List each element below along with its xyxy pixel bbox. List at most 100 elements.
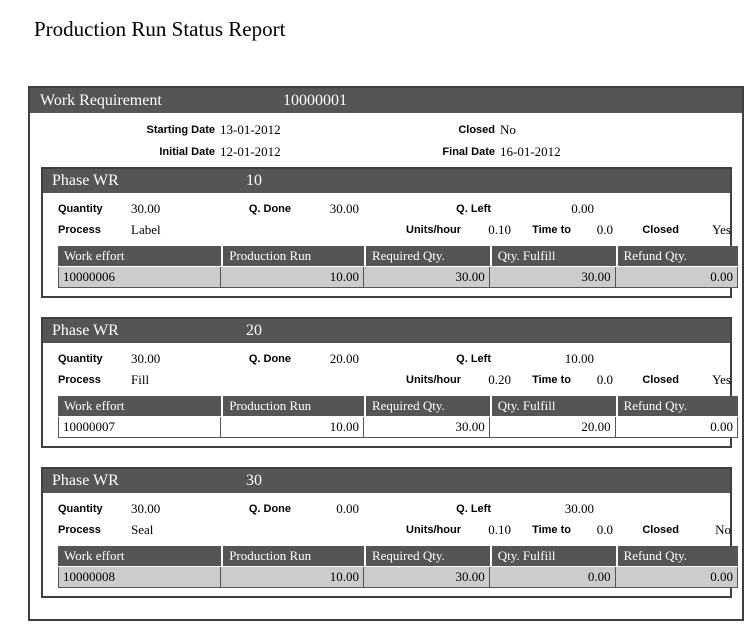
q-done-value: 20.00 xyxy=(329,351,359,366)
phase-header-label: Phase WR xyxy=(52,472,119,489)
column-header-production-run: Production Run xyxy=(221,246,364,267)
cell-qty-fulfill: 0.00 xyxy=(489,567,616,588)
table-row: 10000006 10.00 30.00 30.00 0.00 xyxy=(58,267,738,288)
process-label: Process xyxy=(58,224,101,236)
time-to-value: 0.0 xyxy=(596,222,613,237)
page-title: Production Run Status Report xyxy=(34,17,286,41)
units-hour-value: 0.20 xyxy=(488,372,511,387)
phase-quantity-row: Quantity 30.00 Q. Done 20.00 Q. Left 10.… xyxy=(43,349,730,370)
final-date-value: 16-01-2012 xyxy=(500,144,561,159)
table-row: 10000008 10.00 30.00 0.00 0.00 xyxy=(58,567,738,588)
work-requirement-label: Work Requirement xyxy=(40,92,162,109)
cell-refund-qty: 0.00 xyxy=(615,267,738,288)
phase-header-bar: Phase WR 20 xyxy=(43,319,730,343)
phase-section-10: Phase WR 10 Quantity 30.00 Q. Done 30.00… xyxy=(41,167,738,298)
phase-closed-value: Yes xyxy=(712,372,731,387)
quantity-label: Quantity xyxy=(58,353,103,365)
cell-refund-qty: 0.00 xyxy=(615,417,738,438)
column-header-production-run: Production Run xyxy=(221,396,364,417)
cell-production-run: 10.00 xyxy=(221,417,364,438)
table-row: 10000007 10.00 30.00 20.00 0.00 xyxy=(58,417,738,438)
q-done-label: Q. Done xyxy=(248,353,291,365)
time-to-label: Time to xyxy=(532,374,571,386)
q-done-value: 30.00 xyxy=(329,201,359,216)
cell-work-effort: 10000007 xyxy=(58,417,222,438)
process-value: Label xyxy=(131,222,161,237)
table-header-row: Work effort Production Run Required Qty.… xyxy=(58,396,738,417)
phase-number: 10 xyxy=(246,172,262,189)
time-to-value: 0.0 xyxy=(596,372,613,387)
column-header-qty-fulfill: Qty. Fulfill xyxy=(489,396,616,417)
q-left-value: 0.00 xyxy=(571,201,594,216)
work-requirement-bar: Work Requirement 10000001 xyxy=(30,88,742,113)
column-header-qty-fulfill: Qty. Fulfill xyxy=(489,546,616,567)
cell-production-run: 10.00 xyxy=(221,267,364,288)
time-to-value: 0.0 xyxy=(596,522,613,537)
quantity-label: Quantity xyxy=(58,503,103,515)
phase-header-label: Phase WR xyxy=(52,322,119,339)
final-date-label: Final Date xyxy=(442,146,495,158)
q-left-label: Q. Left xyxy=(456,503,491,515)
phase-header-label: Phase WR xyxy=(52,172,119,189)
phase-process-row: Process Seal Units/hour 0.10 Time to 0.0… xyxy=(43,520,731,541)
cell-qty-fulfill: 20.00 xyxy=(489,417,616,438)
q-left-value: 10.00 xyxy=(564,351,594,366)
quantity-value: 30.00 xyxy=(131,501,161,516)
phase-closed-value: Yes xyxy=(712,222,731,237)
q-done-label: Q. Done xyxy=(248,503,291,515)
report-frame: Work Requirement 10000001 Starting Date … xyxy=(28,86,744,621)
cell-work-effort: 10000008 xyxy=(58,567,222,588)
phase-header-bar: Phase WR 30 xyxy=(43,469,730,493)
units-hour-label: Units/hour xyxy=(406,374,461,386)
work-requirement-info: Starting Date 13-01-2012 Closed No Initi… xyxy=(30,120,742,164)
cell-work-effort: 10000006 xyxy=(58,267,222,288)
column-header-refund-qty: Refund Qty. xyxy=(615,396,738,417)
process-value: Fill xyxy=(131,372,150,387)
phase-header-bar: Phase WR 10 xyxy=(43,169,730,193)
column-header-work-effort: Work effort xyxy=(58,246,222,267)
phase-number: 30 xyxy=(246,472,262,489)
quantity-value: 30.00 xyxy=(131,201,161,216)
time-to-label: Time to xyxy=(532,224,571,236)
work-effort-table: Work effort Production Run Required Qty.… xyxy=(58,246,738,288)
info-row-1: Starting Date 13-01-2012 Closed No xyxy=(30,120,742,142)
column-header-required-qty: Required Qty. xyxy=(363,246,490,267)
initial-date-label: Initial Date xyxy=(159,146,215,158)
column-header-work-effort: Work effort xyxy=(58,546,222,567)
cell-required-qty: 30.00 xyxy=(363,567,490,588)
column-header-required-qty: Required Qty. xyxy=(363,396,490,417)
cell-production-run: 10.00 xyxy=(221,567,364,588)
cell-qty-fulfill: 30.00 xyxy=(489,267,616,288)
units-hour-value: 0.10 xyxy=(488,522,511,537)
phase-process-row: Process Fill Units/hour 0.20 Time to 0.0… xyxy=(43,370,731,391)
column-header-work-effort: Work effort xyxy=(58,396,222,417)
column-header-refund-qty: Refund Qty. xyxy=(615,246,738,267)
phase-section-20: Phase WR 20 Quantity 30.00 Q. Done 20.00… xyxy=(41,317,738,448)
starting-date-label: Starting Date xyxy=(146,124,215,136)
phase-closed-label: Closed xyxy=(642,524,679,536)
starting-date-value: 13-01-2012 xyxy=(220,122,281,137)
quantity-value: 30.00 xyxy=(131,351,161,366)
initial-date-value: 12-01-2012 xyxy=(220,144,281,159)
column-header-production-run: Production Run xyxy=(221,546,364,567)
phase-process-row: Process Label Units/hour 0.10 Time to 0.… xyxy=(43,220,731,241)
units-hour-label: Units/hour xyxy=(406,524,461,536)
cell-required-qty: 30.00 xyxy=(363,417,490,438)
q-left-label: Q. Left xyxy=(456,203,491,215)
q-done-label: Q. Done xyxy=(248,203,291,215)
column-header-required-qty: Required Qty. xyxy=(363,546,490,567)
column-header-qty-fulfill: Qty. Fulfill xyxy=(489,246,616,267)
phase-quantity-row: Quantity 30.00 Q. Done 30.00 Q. Left 0.0… xyxy=(43,199,730,220)
units-hour-label: Units/hour xyxy=(406,224,461,236)
column-header-refund-qty: Refund Qty. xyxy=(615,546,738,567)
units-hour-value: 0.10 xyxy=(488,222,511,237)
info-row-2: Initial Date 12-01-2012 Final Date 16-01… xyxy=(30,142,742,164)
phase-closed-label: Closed xyxy=(642,374,679,386)
process-label: Process xyxy=(58,374,101,386)
phase-closed-label: Closed xyxy=(642,224,679,236)
time-to-label: Time to xyxy=(532,524,571,536)
phase-quantity-row: Quantity 30.00 Q. Done 0.00 Q. Left 30.0… xyxy=(43,499,730,520)
phase-number: 20 xyxy=(246,322,262,339)
phase-section-30: Phase WR 30 Quantity 30.00 Q. Done 0.00 … xyxy=(41,467,738,598)
q-done-value: 0.00 xyxy=(336,501,359,516)
